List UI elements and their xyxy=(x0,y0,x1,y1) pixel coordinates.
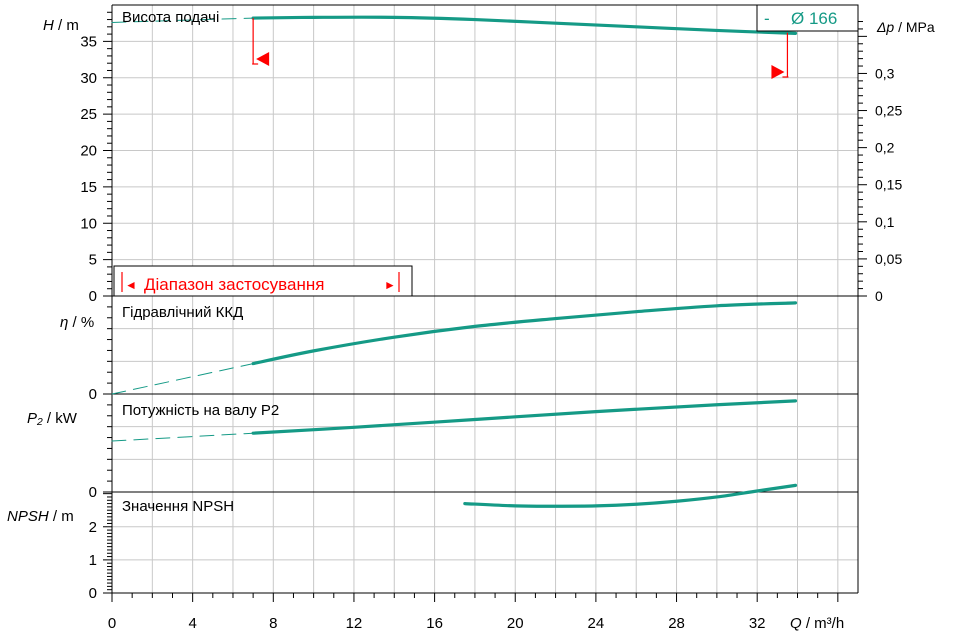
efficiency-panel-title: Гідравлічний ККД xyxy=(122,304,243,321)
y-tick-label: 0 xyxy=(89,585,97,602)
x-tick-label: 28 xyxy=(668,615,685,632)
right-tick-label: 0,1 xyxy=(875,214,895,230)
curves xyxy=(111,15,798,508)
grid xyxy=(112,5,858,593)
power-curve-extrapolation xyxy=(111,432,254,442)
range-label-box xyxy=(113,265,413,297)
right-tick-label: 0,3 xyxy=(875,65,895,81)
head-axis-label: H / m xyxy=(43,17,79,34)
axis-ticks: 0 4 8 12 16 20 24 28 320510152025303500,050,10,1… xyxy=(80,11,902,632)
range-max-marker xyxy=(771,65,785,79)
head-panel-title: Висота подачі xyxy=(122,9,219,26)
x-tick-label: 4 xyxy=(188,615,196,632)
right-tick-label: 0,15 xyxy=(875,177,902,193)
legend-box xyxy=(756,4,859,32)
range-right-arrow: ► xyxy=(384,278,396,292)
right-tick-label: 0 xyxy=(875,288,883,304)
x-tick-label: 24 xyxy=(588,615,605,632)
flow-axis-label: Q / m³/h xyxy=(790,615,844,632)
y-tick-label: 0 xyxy=(89,288,97,305)
range-label: Діапазон застосування xyxy=(144,275,324,294)
x-tick-label: 32 xyxy=(749,615,766,632)
pressure-axis-label: Δp / MPa xyxy=(876,19,935,35)
y-tick-label: 5 xyxy=(89,252,97,269)
y-tick-label: 1 xyxy=(89,552,97,569)
x-tick-label: 8 xyxy=(269,615,277,632)
right-tick-label: 0,2 xyxy=(875,140,895,156)
y-tick-label: 30 xyxy=(80,70,97,87)
legend-dash: - xyxy=(764,9,770,28)
right-tick-label: 0,05 xyxy=(875,251,902,267)
x-tick-label: 16 xyxy=(426,615,443,632)
x-tick-label: 0 xyxy=(108,615,116,632)
power-axis-label: P₂ / kW xyxy=(27,410,78,427)
x-tick-label: 20 xyxy=(507,615,524,632)
range-left-arrow: ◄ xyxy=(125,278,137,292)
npsh-curve xyxy=(463,483,798,508)
head-curve-extrapolation xyxy=(111,17,254,23)
head-curve xyxy=(251,15,798,35)
y-tick-label: 0 xyxy=(89,484,97,501)
y-tick-label: 35 xyxy=(80,33,97,50)
power-panel-title: Потужність на валу P2 xyxy=(122,402,279,419)
npsh-panel-title: Значення NPSH xyxy=(122,498,234,515)
x-tick-label: 12 xyxy=(346,615,363,632)
right-tick-label: 0,25 xyxy=(875,103,902,119)
operating-range xyxy=(252,18,789,79)
y-tick-label: 20 xyxy=(80,143,97,160)
efficiency-curve xyxy=(251,301,798,366)
npsh-axis-label: NPSH / m xyxy=(7,508,74,525)
y-tick-label: 10 xyxy=(80,215,97,232)
y-tick-label: 0 xyxy=(89,386,97,403)
efficiency-axis-label: η / % xyxy=(60,314,94,331)
efficiency-curve-extrapolation xyxy=(111,363,254,395)
legend-diameter: Ø 166 xyxy=(791,9,837,28)
y-tick-label: 15 xyxy=(80,179,97,196)
y-tick-label: 2 xyxy=(89,519,97,536)
power-curve xyxy=(251,399,798,435)
y-tick-label: 25 xyxy=(80,106,97,123)
range-min-marker xyxy=(256,52,270,66)
